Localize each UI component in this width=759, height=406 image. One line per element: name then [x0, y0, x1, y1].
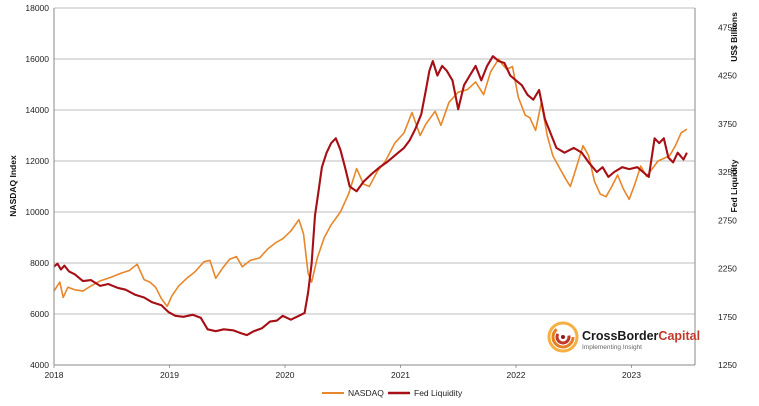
left-tick-label: 10000	[25, 207, 49, 217]
x-axis-ticks: 2018 2019 2020 2021 2022 2023	[45, 365, 641, 380]
series-line-fed-liquidity	[53, 55, 688, 337]
brand-tagline: Implementing Insight	[582, 344, 642, 351]
right-tick-label: 3750	[718, 119, 737, 129]
left-tick-label: 6000	[30, 309, 49, 319]
brand-name-part1: CrossBorder	[582, 329, 659, 343]
plot-background	[54, 8, 695, 365]
left-tick-label: 16000	[25, 54, 49, 64]
x-tick-label: 2022	[507, 370, 526, 380]
right-tick-label: 4250	[718, 71, 737, 81]
gridlines	[54, 7, 695, 315]
x-tick-label: 2020	[276, 370, 295, 380]
brand-swirl-icon	[547, 321, 579, 353]
right-tick-label: 2750	[718, 215, 737, 225]
series-line-nasdaq	[53, 58, 688, 308]
left-tick-label: 12000	[25, 156, 49, 166]
right-tick-label: 1750	[718, 312, 737, 322]
series-layer	[53, 55, 688, 337]
brand-name-part2: Capital	[658, 329, 700, 343]
left-axis-ticks: 4000 6000 8000 10000 12000 14000 16000 18000	[25, 3, 49, 370]
right-tick-label: 3250	[718, 167, 737, 177]
right-axis-top-title: US$ Billions	[729, 12, 739, 62]
x-tick-label: 2023	[622, 370, 641, 380]
right-tick-label: 1250	[718, 360, 737, 370]
x-tick-label: 2019	[160, 370, 179, 380]
left-tick-label: 14000	[25, 105, 49, 115]
brand-logo: CrossBorderCapital Implementing Insight	[547, 321, 700, 353]
left-tick-label: 8000	[30, 258, 49, 268]
left-tick-label: 18000	[25, 3, 49, 13]
left-axis-title: NASDAQ Index	[8, 155, 18, 217]
left-tick-label: 4000	[30, 360, 49, 370]
right-tick-label: 4750	[718, 22, 737, 32]
right-tick-label: 2250	[718, 264, 737, 274]
brand-name: CrossBorderCapital	[582, 329, 700, 343]
x-tick-label: 2021	[391, 370, 410, 380]
legend: NASDAQ Fed Liquidity	[322, 388, 463, 398]
legend-nasdaq-label: NASDAQ	[348, 388, 384, 398]
right-axis-ticks: 1250 1750 2250 2750 3250 3750 4250 4750	[718, 22, 737, 370]
right-axis-title: Fed Liquidity	[729, 159, 739, 212]
legend-fed-label: Fed Liquidity	[414, 388, 463, 398]
x-tick-label: 2018	[45, 370, 64, 380]
